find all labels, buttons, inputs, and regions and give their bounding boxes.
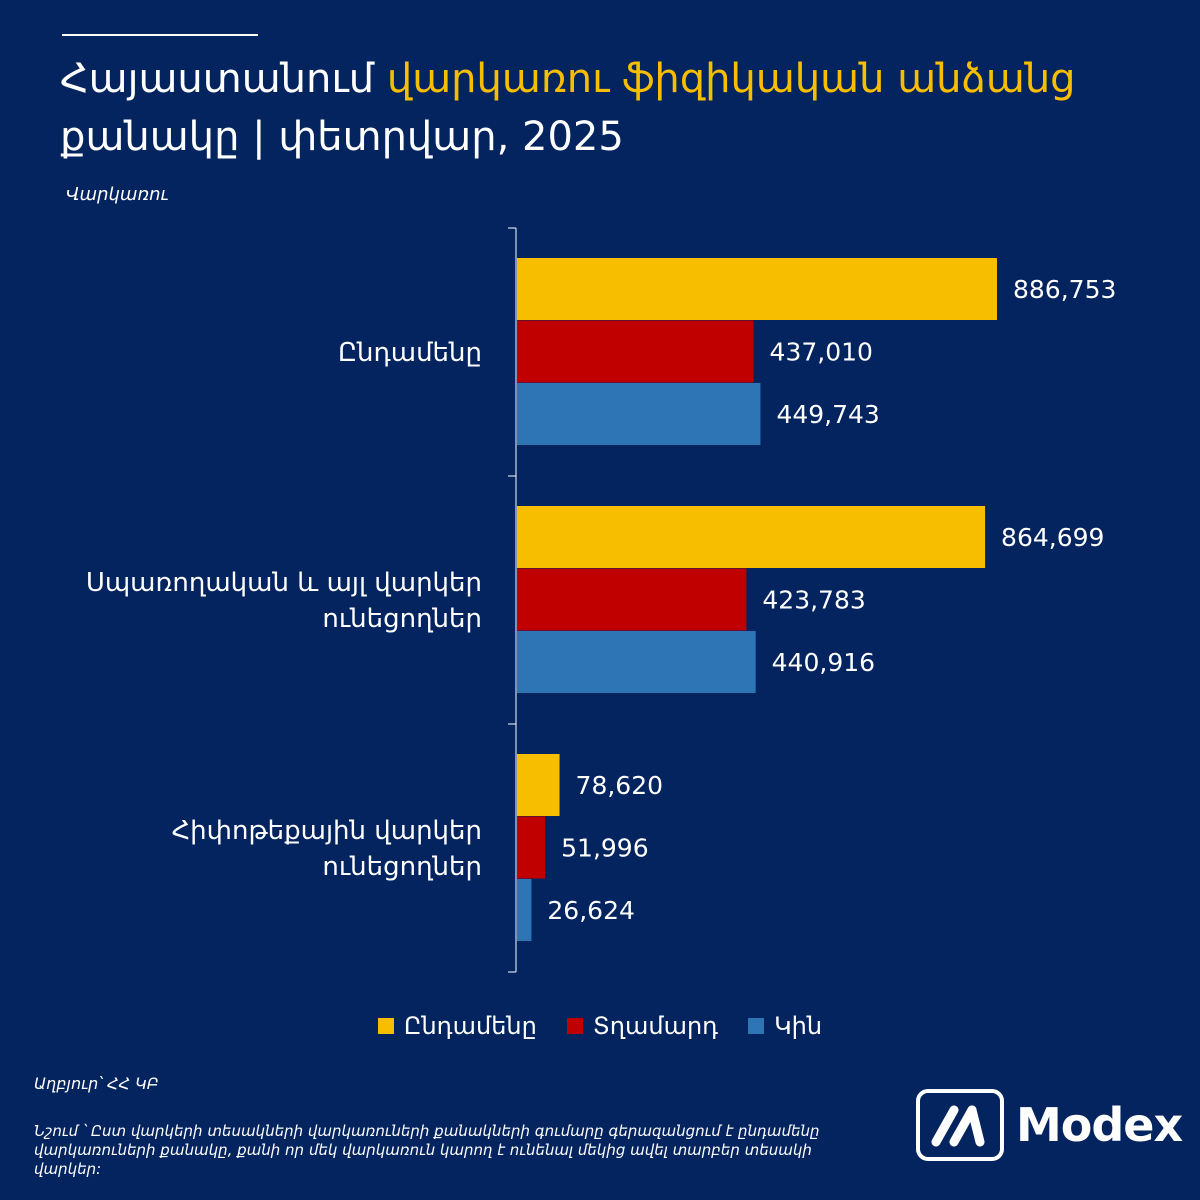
chart-title: Հայաստանում վարկառու ֆիզիկական անձանց քա… [60, 50, 1160, 166]
data-label: 437,010 [770, 338, 873, 367]
bar [517, 506, 986, 568]
source-text: Աղբյուր՝ ՀՀ ԿԲ [34, 1074, 159, 1093]
y-axis-caption: Վարկառու [66, 184, 169, 205]
title-accent: վարկառու ֆիզիկական անձանց [386, 56, 1076, 102]
legend-label-female: Կին [774, 1012, 823, 1040]
category-label: ունեցողներ [322, 604, 482, 634]
data-label: 886,753 [1013, 275, 1116, 304]
data-label: 51,996 [561, 834, 648, 863]
title-part1: Հայաստանում [60, 56, 387, 102]
bar [517, 754, 560, 816]
legend-label-total: Ընդամենը [403, 1012, 537, 1040]
category-label: ունեցողներ [322, 852, 482, 882]
logo-mark-icon [916, 1089, 1004, 1161]
legend-label-male: Տղամարդ [592, 1012, 719, 1040]
bar [517, 568, 747, 631]
category-label: Հիփոթեքային վարկեր [172, 816, 482, 846]
top-rule [62, 34, 258, 36]
legend-swatch-total [377, 1018, 394, 1034]
legend-item-female: Կին [748, 1012, 822, 1040]
bar [517, 258, 997, 320]
bar [517, 320, 754, 383]
data-label: 423,783 [762, 586, 865, 615]
title-part2: քանակը | փետրվար, 2025 [60, 114, 624, 160]
data-label: 78,620 [576, 771, 663, 800]
bar [517, 631, 756, 693]
legend: Ընդամենը Տղամարդ Կին [0, 1012, 1200, 1040]
category-label: Ընդամենը [338, 338, 482, 368]
bar-chart: Ընդամենը 886,753 437,010 449,743 Սպառողական … [86, 227, 1116, 973]
legend-item-male: Տղամարդ [566, 1012, 719, 1040]
data-label: 26,624 [547, 896, 634, 925]
data-label: 864,699 [1001, 523, 1104, 552]
bar [517, 879, 532, 941]
data-label: 440,916 [772, 648, 875, 677]
logo-text: Modex [1016, 1098, 1183, 1152]
legend-swatch-female [748, 1018, 765, 1034]
legend-swatch-male [566, 1018, 583, 1034]
bar [517, 383, 761, 445]
bar [517, 816, 546, 879]
category-label: Սպառողական և այլ վարկեր [86, 568, 482, 598]
note-text: Նշում ՝ Ըստ վարկերի տեսակների վարկառունե… [34, 1122, 820, 1178]
data-label: 449,743 [776, 400, 879, 429]
legend-item-total: Ընդամենը [377, 1012, 537, 1040]
brand-logo: Modex [916, 1089, 1183, 1161]
